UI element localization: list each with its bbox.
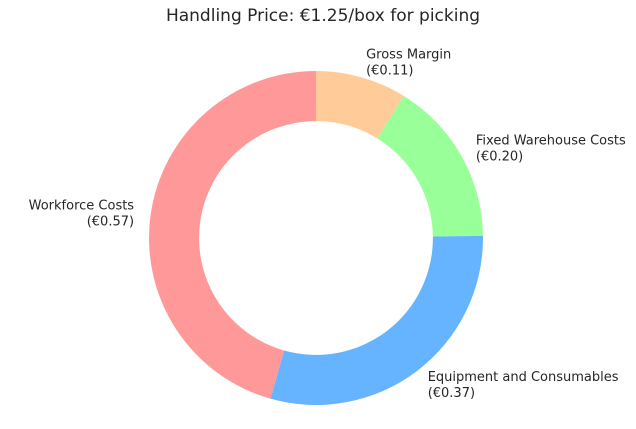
- chart-title: Handling Price: €1.25/box for picking: [165, 6, 481, 26]
- pie-slice-fixed-warehouse-costs: [377, 95, 483, 237]
- slice-label-gross-margin: Gross Margin (€0.11): [366, 47, 451, 78]
- pie-slice-workforce-costs: [148, 71, 316, 399]
- slice-label-equipment-and-consumables: Equipment and Consumables (€0.37): [428, 370, 619, 401]
- slice-label-fixed-warehouse-costs: Fixed Warehouse Costs (€0.20): [476, 134, 626, 165]
- slice-label-workforce-costs: Workforce Costs (€0.57): [29, 199, 135, 230]
- pie-slice-gross-margin: [316, 71, 404, 139]
- pie-slice-equipment-and-consumables: [270, 235, 484, 406]
